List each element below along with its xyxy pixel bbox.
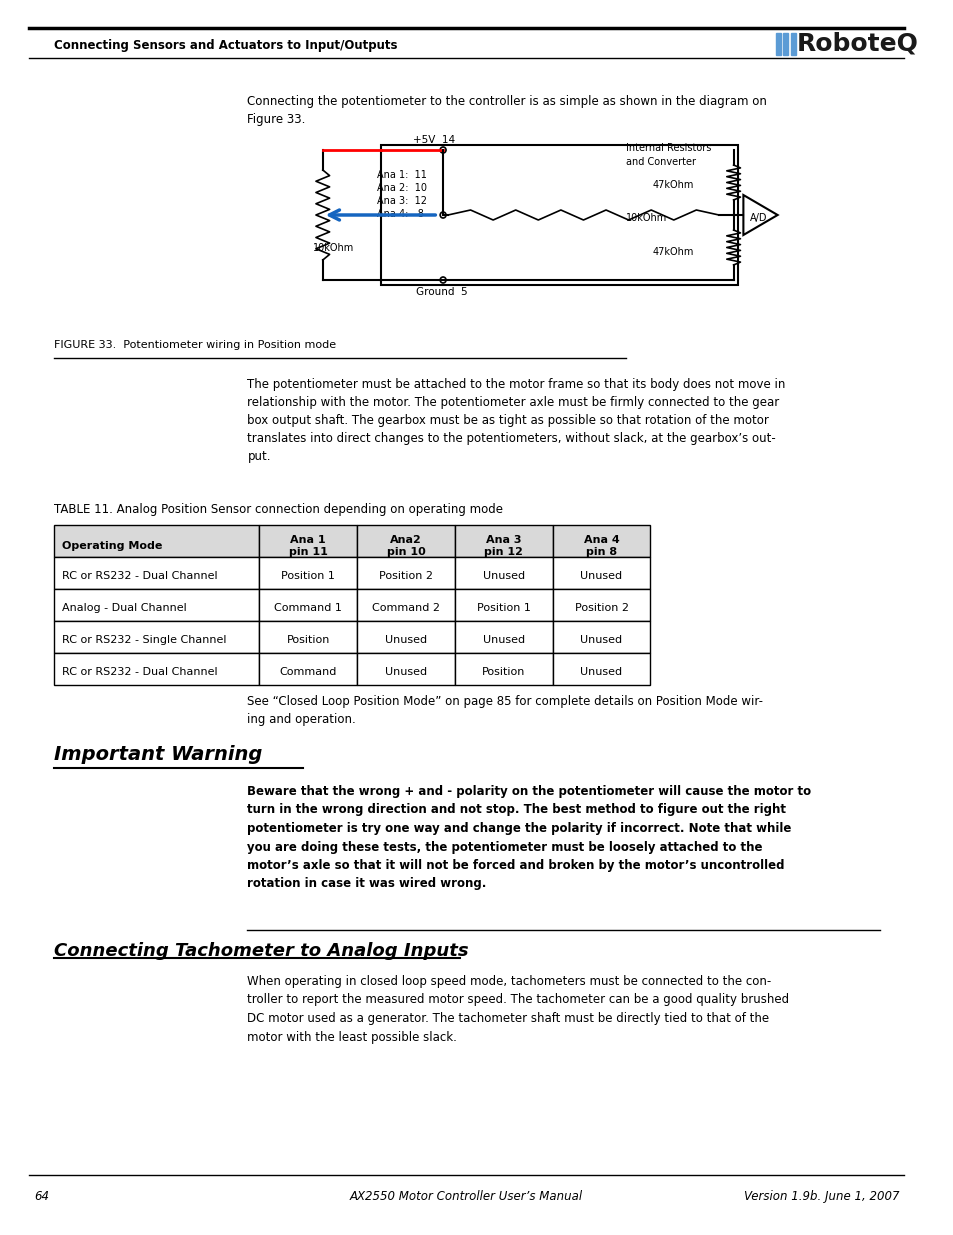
Text: The potentiometer must be attached to the motor frame so that its body does not : The potentiometer must be attached to th…: [247, 378, 785, 463]
Text: Unused: Unused: [579, 635, 622, 645]
Text: A/D: A/D: [749, 212, 767, 224]
Text: RC or RS232 - Dual Channel: RC or RS232 - Dual Channel: [62, 667, 217, 677]
Text: 10kOhm: 10kOhm: [625, 212, 666, 224]
Text: Ana 4:   8: Ana 4: 8: [376, 209, 423, 219]
Text: Command: Command: [279, 667, 336, 677]
Text: Ana2
pin 10: Ana2 pin 10: [386, 535, 425, 557]
Text: Position 1: Position 1: [476, 603, 530, 613]
Bar: [259, 589, 356, 621]
Text: TABLE 11. Analog Position Sensor connection depending on operating mode: TABLE 11. Analog Position Sensor connect…: [53, 503, 502, 516]
Bar: [455, 557, 552, 589]
Bar: [53, 525, 259, 557]
Text: Position: Position: [481, 667, 525, 677]
Text: 47kOhm: 47kOhm: [652, 180, 693, 190]
Text: Ana 1
pin 11: Ana 1 pin 11: [289, 535, 327, 557]
Bar: [259, 557, 356, 589]
Bar: [455, 621, 552, 653]
Bar: [356, 525, 455, 557]
Text: Operating Mode: Operating Mode: [62, 541, 162, 551]
Bar: [356, 621, 455, 653]
Text: Version 1.9b. June 1, 2007: Version 1.9b. June 1, 2007: [743, 1191, 899, 1203]
Text: Unused: Unused: [384, 635, 427, 645]
Circle shape: [439, 147, 446, 153]
Bar: [775, 33, 780, 56]
Bar: [790, 33, 796, 56]
Text: Analog - Dual Channel: Analog - Dual Channel: [62, 603, 186, 613]
Bar: [552, 653, 650, 685]
Text: Internal Resistors
and Converter: Internal Resistors and Converter: [625, 143, 711, 167]
Text: See “Closed Loop Position Mode” on page 85 for complete details on Position Mode: See “Closed Loop Position Mode” on page …: [247, 695, 762, 726]
Text: AX2550 Motor Controller User’s Manual: AX2550 Motor Controller User’s Manual: [350, 1191, 582, 1203]
Bar: [259, 525, 356, 557]
Text: Unused: Unused: [384, 667, 427, 677]
Bar: [53, 589, 259, 621]
Text: Connecting Sensors and Actuators to Input/Outputs: Connecting Sensors and Actuators to Inpu…: [53, 38, 396, 52]
Text: Connecting the potentiometer to the controller is as simple as shown in the diag: Connecting the potentiometer to the cont…: [247, 95, 766, 126]
Bar: [356, 589, 455, 621]
Text: RC or RS232 - Single Channel: RC or RS232 - Single Channel: [62, 635, 226, 645]
Text: Beware that the wrong + and - polarity on the potentiometer will cause the motor: Beware that the wrong + and - polarity o…: [247, 785, 811, 890]
Text: Command 1: Command 1: [274, 603, 342, 613]
Circle shape: [439, 277, 446, 283]
Bar: [552, 621, 650, 653]
Bar: [552, 525, 650, 557]
Text: Unused: Unused: [482, 571, 524, 580]
Bar: [552, 589, 650, 621]
Bar: [53, 653, 259, 685]
Bar: [782, 33, 787, 56]
Text: Unused: Unused: [579, 571, 622, 580]
Bar: [455, 653, 552, 685]
Text: Position: Position: [286, 635, 330, 645]
Bar: [53, 621, 259, 653]
Text: Position 1: Position 1: [281, 571, 335, 580]
Text: +5V  14: +5V 14: [413, 135, 455, 144]
Text: Unused: Unused: [482, 635, 524, 645]
Bar: [356, 653, 455, 685]
Text: Ground  5: Ground 5: [416, 287, 467, 296]
Text: Position 2: Position 2: [574, 603, 628, 613]
Bar: [53, 557, 259, 589]
Text: FIGURE 33.  Potentiometer wiring in Position mode: FIGURE 33. Potentiometer wiring in Posit…: [53, 340, 335, 350]
Text: Command 2: Command 2: [372, 603, 439, 613]
Text: Connecting Tachometer to Analog Inputs: Connecting Tachometer to Analog Inputs: [53, 942, 468, 960]
Bar: [455, 525, 552, 557]
Text: RC or RS232 - Dual Channel: RC or RS232 - Dual Channel: [62, 571, 217, 580]
Text: 64: 64: [34, 1191, 50, 1203]
Text: Ana 3:  12: Ana 3: 12: [376, 196, 426, 206]
Text: When operating in closed loop speed mode, tachometers must be connected to the c: When operating in closed loop speed mode…: [247, 974, 789, 1044]
Text: Ana 1:  11: Ana 1: 11: [376, 170, 426, 180]
Text: Ana 4
pin 8: Ana 4 pin 8: [583, 535, 618, 557]
Text: Ana 2:  10: Ana 2: 10: [376, 183, 426, 193]
Text: Important Warning: Important Warning: [53, 745, 262, 764]
Bar: [381, 144, 738, 285]
Text: Position 2: Position 2: [378, 571, 433, 580]
Bar: [455, 589, 552, 621]
Text: RoboteQ: RoboteQ: [797, 31, 918, 56]
Bar: [259, 653, 356, 685]
Text: Unused: Unused: [579, 667, 622, 677]
Text: 10kOhm: 10kOhm: [313, 243, 354, 253]
Bar: [356, 557, 455, 589]
Bar: [259, 621, 356, 653]
Text: Ana 3
pin 12: Ana 3 pin 12: [484, 535, 522, 557]
Text: 47kOhm: 47kOhm: [652, 247, 693, 257]
Circle shape: [439, 212, 446, 219]
Bar: [552, 557, 650, 589]
